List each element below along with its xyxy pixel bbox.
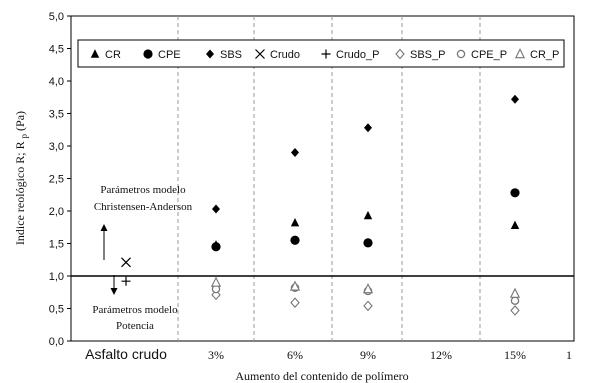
y-axis-title-main: Indice reológico R; R [13, 141, 27, 245]
x-tick-label: 6% [287, 348, 303, 362]
annotation-lower-line1: Parámetros modelo [92, 304, 178, 316]
y-tick-label: 0,5 [49, 304, 64, 316]
point-cr [290, 218, 300, 227]
point-crudo [121, 257, 131, 268]
y-axis-title-sub: p [19, 133, 29, 138]
legend-label-cr-p: CR_P [530, 49, 559, 61]
legend-label-crudo: Crudo [270, 49, 300, 61]
legend-marker-crudo-p [321, 49, 331, 59]
x-tick-label: 15% [504, 348, 526, 362]
y-axis-title-unit: (Pa) [13, 111, 27, 131]
point-cr [363, 210, 373, 220]
point-sbs-p [290, 297, 300, 308]
legend-label-sbs-p: SBS_P [410, 49, 445, 61]
y-tick-label: 3,0 [49, 141, 64, 153]
y-tick-label: 1,0 [49, 271, 64, 283]
point-sbs [212, 204, 220, 214]
annotation-upper-line1: Parámetros modelo [100, 184, 186, 196]
annotation-lower-line2: Potencia [116, 320, 154, 332]
legend-label-crudo-p: Crudo_P [336, 49, 379, 61]
y-tick-label: 3,5 [49, 109, 64, 121]
point-sbs [291, 148, 299, 157]
x-axis: Asfalto crudo 3% 6% 9% 12% 15% 1 [85, 346, 572, 362]
point-cr-p [289, 280, 301, 291]
y-axis: 0,0 0,5 1,0 1,5 2,0 2,5 3,0 3,5 4,0 4,5 5,0 [49, 11, 71, 348]
grid-lines [177, 16, 481, 341]
legend-box [77, 39, 565, 68]
legend-marker-cr [90, 49, 100, 58]
y-tick-label: 1,5 [49, 239, 64, 251]
point-cr-p [509, 287, 521, 298]
point-cpe-p [510, 296, 520, 305]
annotation-upper-line2: Christensen-Anderson [94, 201, 193, 213]
legend-label-cpe-p: CPE_P [471, 49, 507, 61]
point-cpe [211, 242, 221, 252]
legend-label-cr: CR [105, 49, 121, 61]
x-tick-label: 9% [360, 348, 376, 362]
y-tick-label: 2,5 [49, 174, 64, 186]
x-tick-label: Asfalto crudo [85, 346, 167, 362]
point-sbs [511, 94, 519, 104]
data-points [121, 94, 521, 316]
point-cpe [290, 235, 300, 245]
y-tick-label: 4,5 [49, 44, 64, 56]
annotations: Parámetros modelo Christensen-Anderson P… [92, 184, 192, 332]
x-tick-label: 12% [430, 348, 452, 362]
legend-marker-sbs-p [395, 48, 405, 60]
point-cpe [363, 238, 373, 248]
y-tick-label: 0,0 [49, 336, 64, 348]
point-cpe [510, 188, 520, 198]
y-tick-label: 5,0 [49, 11, 64, 23]
y-tick-label: 2,0 [49, 206, 64, 218]
legend-marker-cpe-p [456, 49, 466, 59]
point-sbs [364, 123, 372, 133]
legend-label-sbs: SBS [220, 49, 242, 61]
legend-marker-cr-p [514, 48, 526, 59]
legend-label-cpe: CPE [158, 49, 181, 61]
legend-marker-sbs [206, 49, 214, 59]
x-tick-label: 1 [566, 348, 572, 362]
legend-marker-cpe [143, 49, 153, 59]
y-tick-label: 4,0 [49, 76, 64, 88]
point-sbs-p [363, 300, 373, 312]
point-crudo-p [121, 276, 131, 286]
arrow-up [100, 224, 108, 260]
point-cr-p [210, 276, 222, 287]
point-cr [510, 220, 520, 229]
x-axis-title: Aumento del contenido de polímero [235, 369, 408, 383]
y-axis-title: Indice reológico R; R p (Pa) [13, 111, 29, 245]
point-sbs-p [510, 305, 520, 316]
legend: CR CPE SBS Crudo Crudo_P SBS_P CPE_P CR_P [77, 39, 565, 68]
legend-marker-crudo [255, 49, 265, 59]
arrow-down [110, 275, 118, 295]
x-tick-label: 3% [208, 348, 224, 362]
point-cr-p [362, 283, 374, 294]
